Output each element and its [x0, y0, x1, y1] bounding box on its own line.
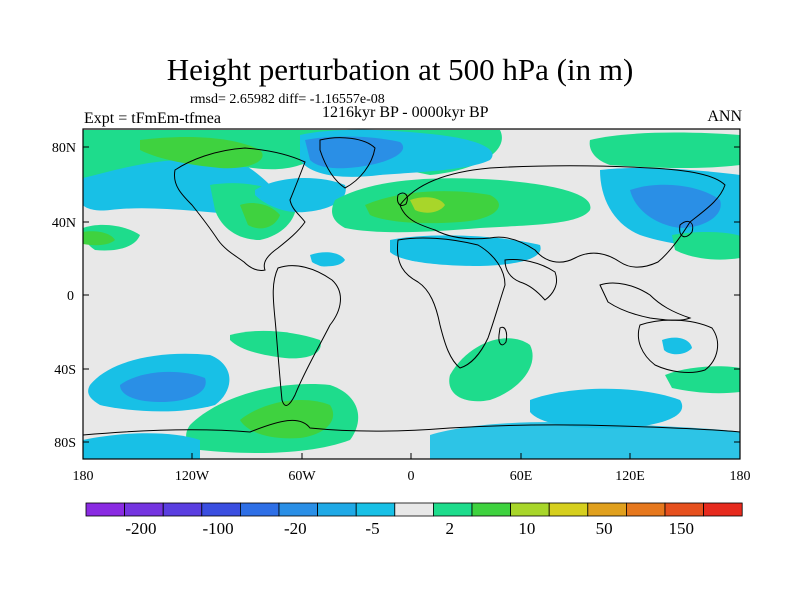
colorbar-box [548, 502, 589, 517]
colorbar [85, 502, 743, 517]
colorbar-box [432, 502, 473, 517]
colorbar-label: -20 [284, 519, 307, 538]
map-title: Height perturbation at 500 hPa (in m) [166, 52, 634, 87]
contour-region [140, 137, 263, 169]
contour-region [315, 255, 334, 267]
contour-region [120, 371, 206, 402]
lat-label: 80N [52, 141, 76, 156]
contour-region [530, 388, 683, 429]
stats-text: rmsd= 2.65982 diff= -1.16557e-08 [190, 92, 385, 107]
colorbar-box [626, 502, 666, 517]
lon-label: 60W [288, 469, 316, 484]
colorbar-box [239, 502, 280, 517]
lat-label: 0 [67, 289, 74, 304]
contour-region [240, 203, 280, 229]
lon-label: 180 [730, 469, 751, 484]
contour-region [672, 232, 740, 260]
colorbar-box [703, 502, 743, 517]
map-ticks [83, 146, 740, 459]
contour-region [662, 337, 692, 355]
colorbar-box [162, 502, 203, 517]
colorbar-box [510, 502, 550, 517]
lat-label: 40N [52, 216, 76, 231]
colorbar-label: 150 [669, 519, 695, 538]
experiment-label: Expt = tFmEm-tfmea [84, 110, 221, 127]
colorbar-box [124, 502, 164, 517]
contour-region [240, 400, 334, 439]
colorbar-box [85, 502, 125, 517]
contour-region [390, 235, 541, 266]
lon-label: 0 [408, 469, 415, 484]
lon-label: 120W [175, 469, 210, 484]
colorbar-box [317, 502, 357, 517]
contour-region [630, 184, 721, 228]
contour-region [410, 197, 445, 213]
colorbar-box [471, 502, 511, 517]
colorbar-label: -100 [203, 519, 234, 538]
contour-fill-group [83, 129, 740, 459]
contour-region [589, 132, 740, 169]
colorbar-box [394, 502, 434, 517]
contour-region [305, 136, 404, 169]
colorbar-box [664, 502, 704, 517]
colorbar-box [201, 502, 241, 517]
contour-region [449, 338, 533, 402]
contour-region [83, 231, 115, 246]
colorbar-label: 50 [596, 519, 613, 538]
colorbar-box [355, 502, 396, 517]
colorbar-labels: -200 -100 -20 -5 2 10 50 150 [125, 519, 694, 538]
lon-label: 180 [73, 469, 94, 484]
contour-region [83, 433, 200, 459]
contour-region [665, 366, 740, 394]
lat-label: 80S [54, 436, 76, 451]
lon-label: 60E [510, 469, 533, 484]
lat-label: 40S [54, 363, 76, 378]
colorbar-box [278, 502, 318, 517]
contour-region [430, 422, 740, 459]
coastlines [83, 137, 740, 436]
colorbar-label: 2 [445, 519, 454, 538]
contour-region [230, 330, 321, 359]
contour-region [255, 178, 346, 213]
colorbar-label: -5 [365, 519, 379, 538]
colorbar-label: -200 [125, 519, 156, 538]
colorbar-box [587, 502, 627, 517]
period-text: 1216kyr BP - 0000kyr BP [322, 104, 489, 121]
lon-label: 120E [615, 469, 645, 484]
season-label: ANN [707, 108, 742, 125]
colorbar-label: 10 [518, 519, 535, 538]
